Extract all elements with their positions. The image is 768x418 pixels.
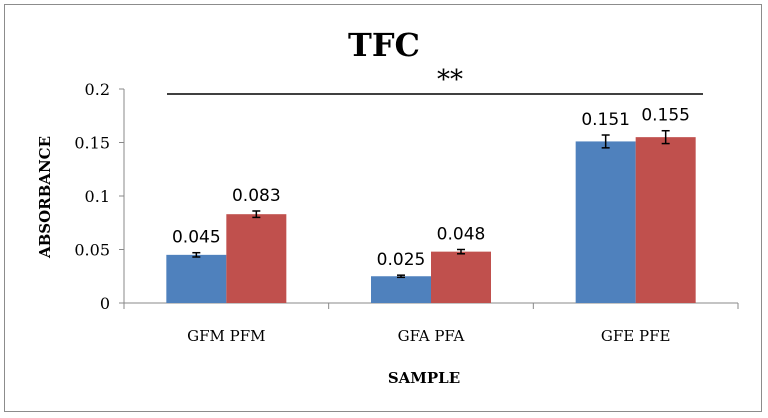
data-label: 0.083 <box>232 186 281 206</box>
y-tick-label: 0 <box>100 294 110 313</box>
x-tick-label: GFA PFA <box>398 327 465 345</box>
data-label: 0.155 <box>641 106 690 126</box>
x-axis-label: SAMPLE <box>388 369 460 387</box>
bar <box>575 141 636 303</box>
y-axis-label: ABSORBANCE <box>36 136 54 259</box>
y-tick-label: 0.05 <box>74 241 110 260</box>
plot-area: 0 0.05 0.1 0.15 0.2 GFM PFM 0.045 0.083 GFA PFA 0… <box>74 65 739 345</box>
chart-title: TFC <box>348 26 420 64</box>
bar <box>431 251 491 303</box>
significance-marker: ** <box>437 65 463 95</box>
y-tick-label: 0.1 <box>85 187 110 206</box>
x-tick-label: GFM PFM <box>187 327 265 345</box>
bar <box>166 254 227 303</box>
y-tick-label: 0.15 <box>74 134 110 153</box>
data-label: 0.151 <box>581 110 630 130</box>
y-tick-label: 0.2 <box>85 80 110 99</box>
data-label: 0.045 <box>172 228 221 248</box>
data-label: 0.048 <box>437 225 486 245</box>
bar <box>371 276 431 303</box>
bar <box>635 137 696 303</box>
x-tick-label: GFE PFE <box>601 327 671 345</box>
bar <box>226 214 287 303</box>
data-label: 0.025 <box>377 250 426 270</box>
